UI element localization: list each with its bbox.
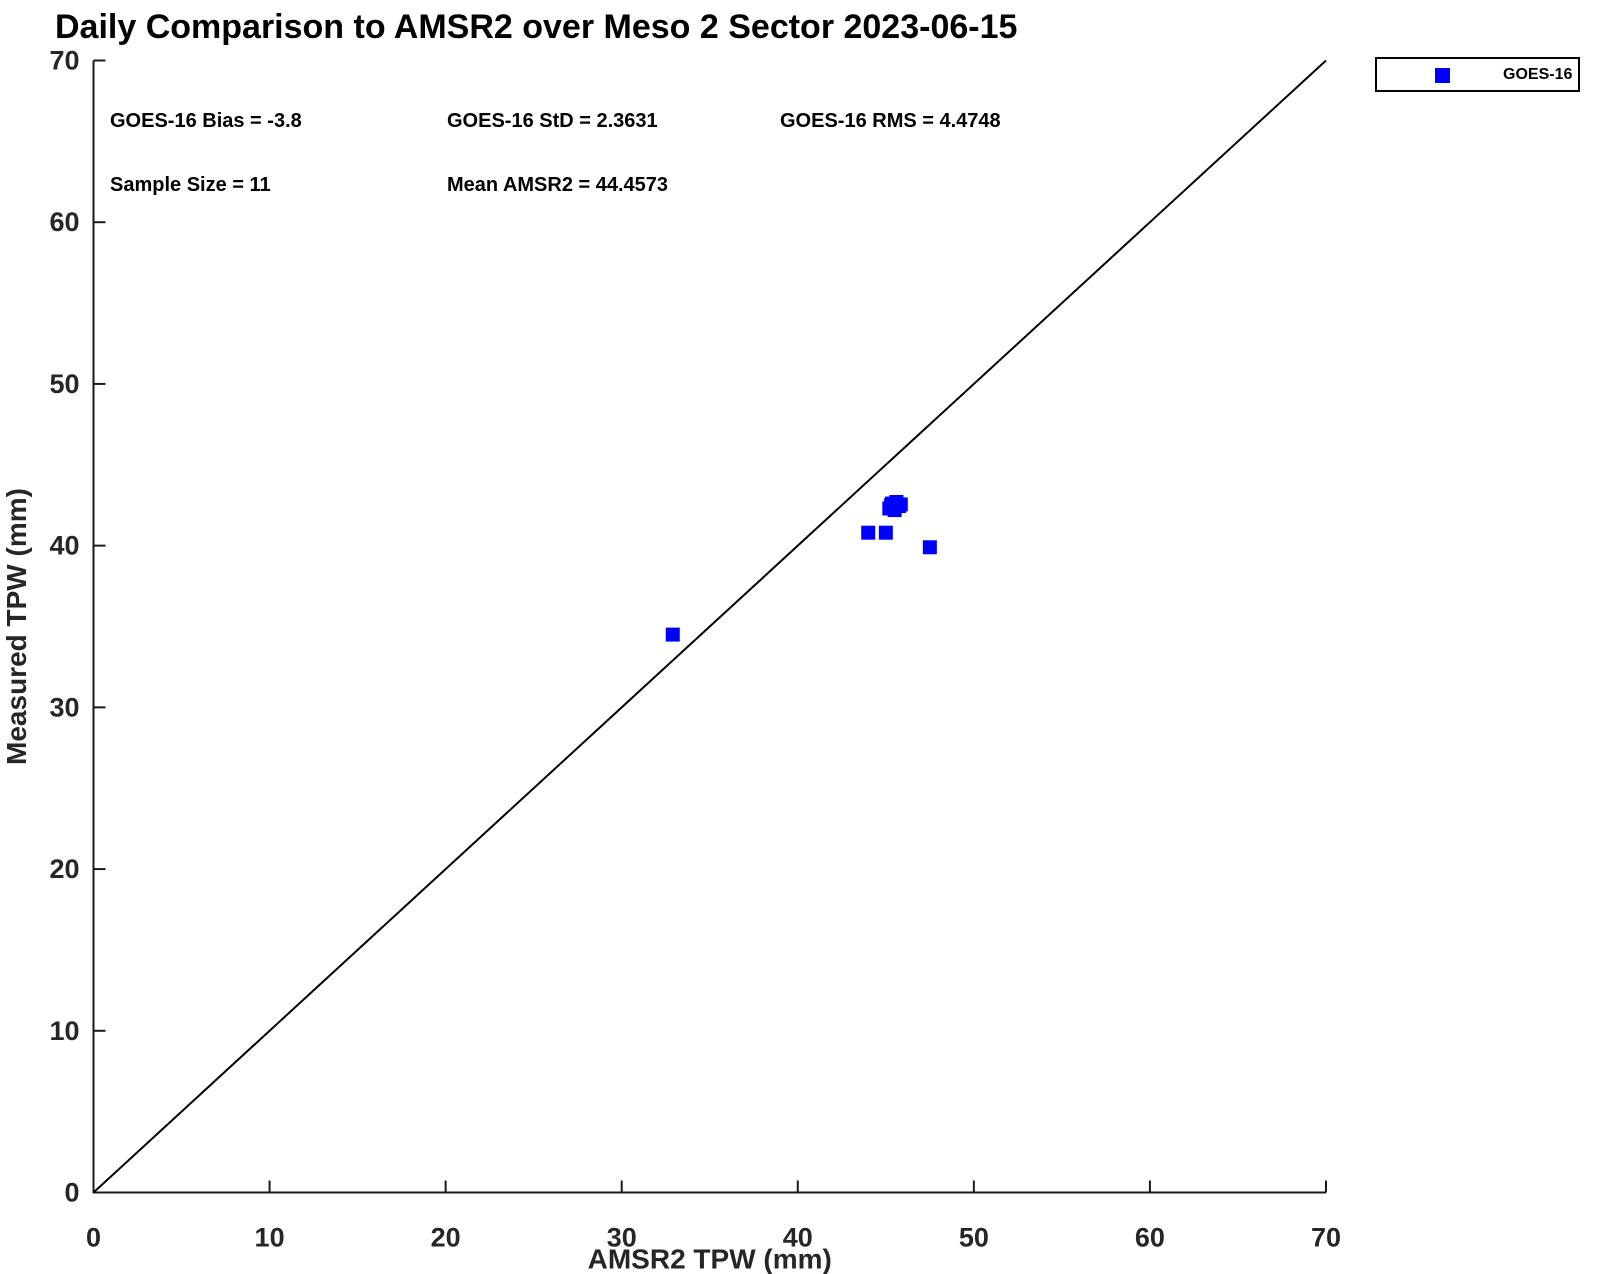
- x-tick-label: 10: [255, 1223, 285, 1253]
- y-tick-label: 20: [49, 854, 79, 884]
- x-tick-label: 50: [959, 1223, 989, 1253]
- x-tick-label: 20: [431, 1223, 461, 1253]
- y-tick-label: 60: [49, 207, 79, 237]
- data-point-marker: [878, 525, 893, 540]
- legend-marker-square-icon: [1435, 68, 1450, 83]
- stat-sample-size: Sample Size = 11: [110, 174, 271, 196]
- x-tick-label: 30: [607, 1223, 637, 1253]
- data-point-marker: [893, 497, 908, 512]
- y-axis-label: Measured TPW (mm): [1, 488, 32, 765]
- data-point-marker: [665, 627, 680, 642]
- x-tick-label: 0: [86, 1223, 101, 1253]
- stat-bias: GOES-16 Bias = -3.8: [110, 110, 302, 132]
- x-tick-label: 40: [783, 1223, 813, 1253]
- y-tick-label: 0: [64, 1178, 79, 1208]
- stat-rms: GOES-16 RMS = 4.4748: [780, 110, 1001, 132]
- y-tick-label: 70: [49, 46, 79, 76]
- legend-label: GOES-16: [1503, 66, 1573, 83]
- stat-mean-amsr2: Mean AMSR2 = 44.4573: [447, 174, 669, 196]
- data-point-marker: [922, 540, 937, 555]
- y-tick-label: 50: [49, 369, 79, 399]
- chart-title: Daily Comparison to AMSR2 over Meso 2 Se…: [55, 8, 1018, 46]
- identity-line: [92, 59, 1327, 1194]
- data-point-marker: [861, 525, 876, 540]
- x-axis-label: AMSR2 TPW (mm): [588, 1244, 832, 1274]
- legend: GOES-16: [1375, 57, 1580, 92]
- y-tick-label: 10: [49, 1016, 79, 1046]
- y-tick-label: 30: [49, 692, 79, 722]
- y-tick-label: 40: [49, 531, 79, 561]
- x-tick-label: 60: [1135, 1223, 1165, 1253]
- x-tick-label: 70: [1311, 1223, 1341, 1253]
- stat-std: GOES-16 StD = 2.3631: [447, 110, 658, 132]
